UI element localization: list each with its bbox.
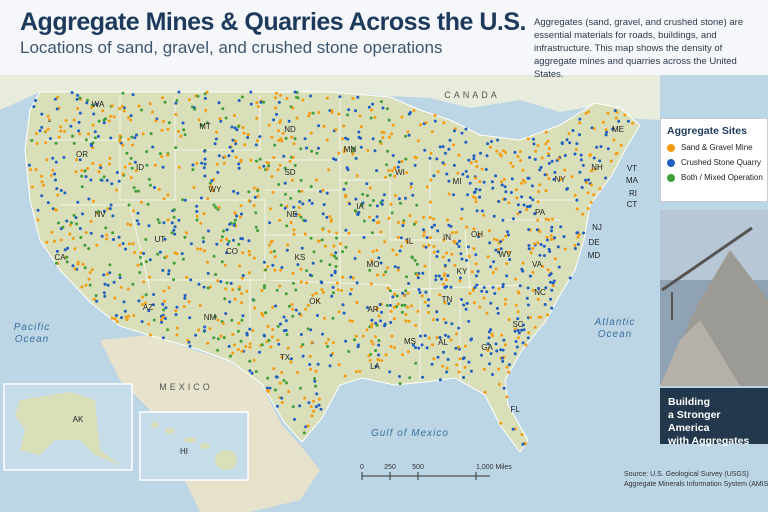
scale-label: 500: [412, 464, 424, 471]
legend-swatch: [667, 143, 675, 152]
state-label: MN: [344, 145, 357, 154]
state-label: HI: [180, 447, 188, 456]
state-label: KY: [457, 267, 468, 276]
caption-line: a Stronger America: [668, 409, 721, 434]
state-label: SC: [512, 320, 523, 329]
caption: Building a Stronger America with Aggregate…: [660, 388, 768, 447]
state-label: DE: [588, 238, 599, 247]
header-band: [0, 0, 768, 75]
state-label: AR: [367, 305, 378, 314]
alaska-land: [15, 392, 120, 465]
state-label: IA: [356, 202, 364, 211]
state-label: WV: [499, 250, 513, 259]
water-label: Ocean: [15, 334, 49, 345]
state-label: TN: [442, 295, 453, 304]
us-land: [24, 91, 641, 453]
state-label: NY: [554, 175, 566, 184]
state-label: MO: [367, 260, 380, 269]
hawaii-islands: [151, 422, 237, 470]
state-label: IN: [443, 233, 451, 242]
state-label: MS: [404, 337, 416, 346]
state-label: NC: [534, 288, 546, 297]
caption-line: Building: [668, 396, 710, 408]
state-label: MI: [453, 177, 462, 186]
state-label: NM: [204, 313, 217, 322]
state-label: IL: [407, 237, 414, 246]
state-label: FL: [510, 405, 520, 414]
state-label: CO: [226, 247, 238, 256]
site-dots: [27, 90, 635, 446]
description: Aggregates (sand, gravel, and crushed st…: [534, 17, 744, 80]
legend-item: Both / Mixed Operation: [667, 173, 763, 182]
state-label: CA: [54, 253, 66, 262]
state-label: GA: [481, 343, 493, 352]
source: Source: U.S. Geological Survey (USGS) Agg…: [624, 470, 768, 490]
scale-label: 0: [360, 464, 364, 471]
state-label: OR: [76, 150, 88, 159]
legend-label: Crushed Stone Quarry: [681, 158, 762, 167]
state-label: WA: [92, 100, 105, 109]
state-label: AZ: [143, 303, 153, 312]
state-label: KS: [295, 253, 306, 262]
state-label: WI: [395, 168, 405, 177]
state-label: AL: [438, 338, 448, 347]
legend-item: Crushed Stone Quarry: [667, 158, 761, 167]
state-label: MA: [626, 176, 639, 185]
source-line: Aggregate Minerals Information System (A…: [624, 481, 768, 488]
state-label: LA: [370, 362, 380, 371]
state-label: VA: [532, 260, 543, 269]
state-label: PA: [535, 208, 546, 217]
scale-label: 1,000 Miles: [476, 464, 512, 471]
state-label: WY: [209, 185, 223, 194]
state-label: OH: [471, 230, 483, 239]
water-label: Pacific: [14, 322, 50, 333]
state-label: UT: [155, 235, 166, 244]
state-label: SD: [284, 168, 295, 177]
state-label: AK: [73, 415, 84, 424]
state-label: OK: [309, 297, 321, 306]
state-label: ND: [284, 125, 296, 134]
state-label: CT: [627, 200, 638, 209]
caption-line: with Aggregates: [668, 435, 750, 447]
legend-swatch: [667, 158, 675, 167]
canada-land: [0, 75, 660, 120]
state-label: NH: [591, 163, 603, 172]
scale-bar: [361, 472, 490, 480]
state-label: MT: [199, 122, 211, 131]
photo-art: [660, 210, 768, 386]
state-label: TX: [280, 353, 291, 362]
water-label: Atlantic: [594, 317, 636, 328]
water-label: Gulf of Mexico: [371, 428, 449, 439]
legend-swatch: [667, 173, 675, 182]
state-label: NJ: [592, 223, 602, 232]
legend-label: Sand & Gravel Mine: [681, 143, 753, 152]
state-label: VT: [627, 164, 637, 173]
water-label: Ocean: [598, 329, 632, 340]
state-label: ME: [612, 125, 624, 134]
state-label: MD: [588, 251, 601, 260]
state-label: NV: [94, 210, 106, 219]
state-label: RI: [629, 189, 637, 198]
state-label: NE: [286, 210, 297, 219]
legend-title: Aggregate Sites: [667, 125, 747, 137]
country-label: CANADA: [444, 90, 500, 100]
title: Aggregate Mines & Quarries Across the U.…: [20, 8, 527, 36]
legend: Aggregate Sites Sand & Gravel Mine Crushed…: [660, 118, 768, 202]
legend-label: Both / Mixed Operation: [681, 173, 763, 182]
state-label: ID: [136, 163, 144, 172]
scale-label: 250: [384, 464, 396, 471]
subtitle: Locations of sand, gravel, and crushed s…: [20, 38, 443, 57]
source-line: Source: U.S. Geological Survey (USGS): [624, 471, 749, 478]
country-label: MEXICO: [159, 382, 213, 392]
legend-item: Sand & Gravel Mine: [667, 143, 761, 152]
